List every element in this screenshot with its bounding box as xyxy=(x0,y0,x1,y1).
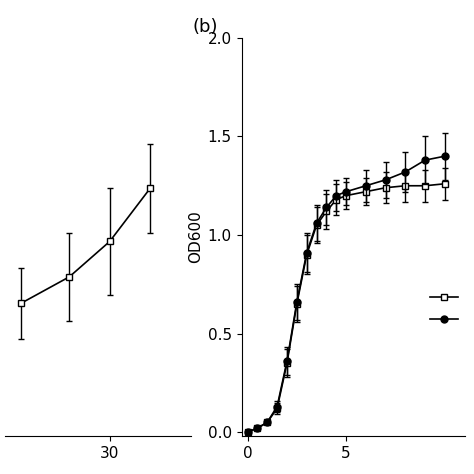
Y-axis label: OD600: OD600 xyxy=(189,210,203,264)
Legend: , : , xyxy=(430,291,462,327)
Text: (b): (b) xyxy=(192,18,218,36)
